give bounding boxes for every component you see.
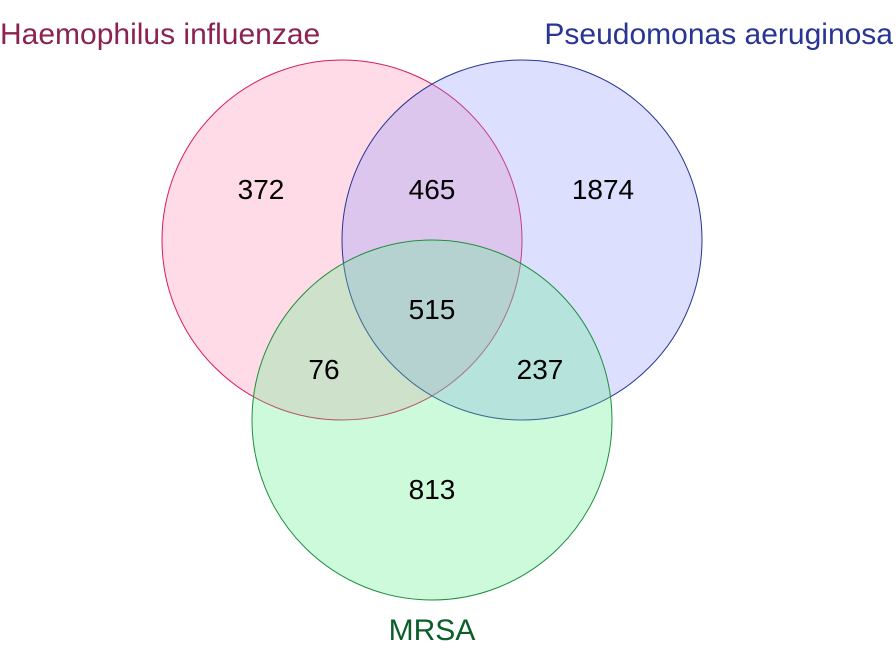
label-pseudomonas-aeruginosa: Pseudomonas aeruginosa — [544, 18, 893, 51]
count-haemophilus-only: 372 — [238, 174, 285, 205]
label-mrsa: MRSA — [389, 614, 476, 647]
count-pseudomonas-mrsa: 237 — [517, 354, 564, 385]
count-pseudomonas-only: 1874 — [572, 174, 634, 205]
circle-pseudomonas-aeruginosa — [341, 59, 703, 421]
count-haemophilus-pseudomonas: 465 — [409, 174, 456, 205]
circle-mrsa — [251, 239, 613, 601]
count-mrsa-only: 813 — [409, 474, 456, 505]
label-haemophilus-influenzae: Haemophilus influenzae — [0, 18, 320, 51]
count-haemophilus-mrsa: 76 — [308, 354, 339, 385]
count-all-three: 515 — [409, 294, 456, 325]
